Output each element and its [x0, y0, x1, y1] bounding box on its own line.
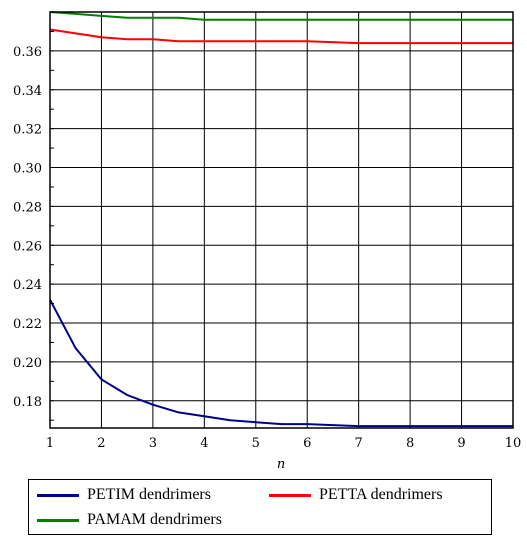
line-chart: 1 2 3 4 5 6 7 8 9 10 0.18 0.20 0.22 0.24 0.26 0.28 0.30 0…	[13, 11, 521, 472]
x-tick-label: 7	[355, 436, 363, 451]
x-tick-label: 9	[457, 436, 465, 451]
series-lines	[49, 11, 513, 428]
x-tick-label: 8	[406, 436, 414, 451]
legend-label-pamam: PAMAM dendrimers	[87, 511, 222, 528]
y-tick-label: 0.28	[13, 200, 42, 215]
y-tick-label: 0.22	[13, 317, 42, 332]
tick-labels: 1 2 3 4 5 6 7 8 9 10 0.18 0.20 0.22 0.24 0.26 0.28 0.30 0…	[13, 45, 521, 451]
grid-lines	[49, 12, 514, 428]
x-tick-label: 5	[252, 436, 260, 451]
legend-swatch-petim	[37, 493, 79, 497]
y-tick-label: 0.30	[13, 162, 42, 177]
x-tick-label: 4	[200, 436, 208, 451]
x-tick-label: 1	[46, 436, 54, 451]
legend-item-pamam: PAMAM dendrimers	[37, 511, 222, 529]
series-line-1	[49, 28, 513, 45]
legend-item-petim: PETIM dendrimers	[37, 486, 211, 504]
x-tick-label: 10	[505, 436, 522, 451]
series-line-2	[49, 11, 513, 21]
y-tick-label: 0.18	[13, 395, 42, 410]
legend-item-petta: PETTA dendrimers	[269, 486, 443, 504]
series-line-0	[49, 299, 513, 428]
y-tick-label: 0.32	[13, 123, 42, 138]
x-axis-label: n	[277, 457, 285, 472]
y-tick-label: 0.36	[13, 45, 42, 60]
legend-swatch-pamam	[37, 518, 79, 522]
legend: PETIM dendrimers PETTA dendrimers PAMAM …	[28, 479, 492, 535]
y-tick-label: 0.24	[13, 278, 42, 293]
y-tick-label: 0.26	[13, 239, 42, 254]
y-tick-label: 0.20	[13, 356, 42, 371]
plot-border	[49, 11, 514, 429]
legend-label-petim: PETIM dendrimers	[87, 486, 211, 503]
x-tick-label: 3	[149, 436, 157, 451]
legend-label-petta: PETTA dendrimers	[319, 486, 443, 503]
plot-frame	[49, 11, 514, 429]
x-tick-label: 6	[303, 436, 311, 451]
x-tick-label: 2	[97, 436, 105, 451]
y-tick-label: 0.34	[13, 84, 42, 99]
legend-swatch-petta	[269, 493, 311, 497]
